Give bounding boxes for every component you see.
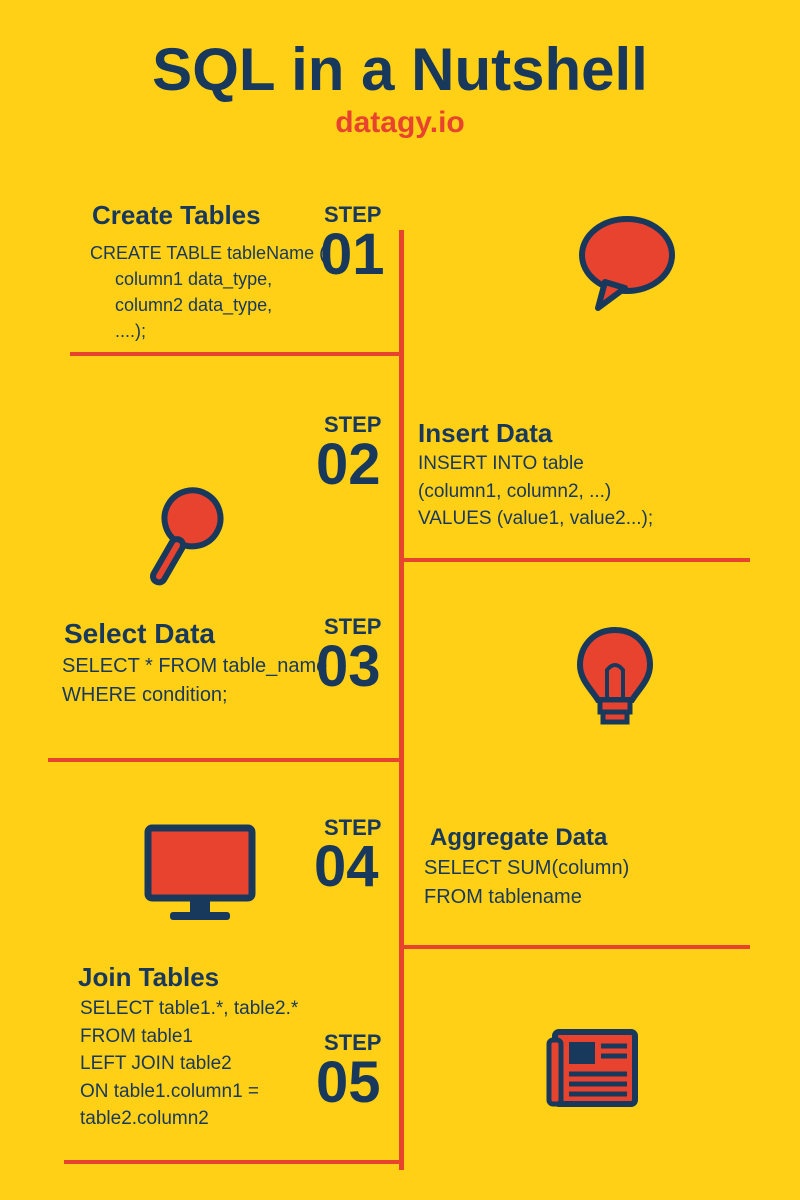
- step-title-2: Insert Data: [418, 418, 552, 449]
- speech-icon: [570, 210, 685, 325]
- connector-4: [400, 945, 750, 949]
- connector-3: [48, 758, 404, 762]
- monitor-icon: [140, 820, 260, 930]
- step-title-1: Create Tables: [92, 200, 261, 231]
- step-title-5: Join Tables: [78, 962, 219, 993]
- step-number-2: 02: [316, 436, 381, 494]
- newspaper-icon: [545, 1020, 645, 1120]
- step-body-5: SELECT table1.*, table2.* FROM table1 LE…: [80, 995, 298, 1133]
- page-subtitle: datagy.io: [0, 106, 800, 140]
- step-number-5: 05: [316, 1054, 381, 1112]
- step-number-1: 01: [320, 226, 385, 284]
- step-body-1: CREATE TABLE tableName ( column1 data_ty…: [90, 240, 325, 344]
- timeline-bar: [399, 230, 404, 1170]
- connector-5: [64, 1160, 404, 1164]
- connector-1: [70, 352, 404, 356]
- page-title: SQL in a Nutshell: [0, 0, 800, 104]
- magnifier-icon: [130, 480, 230, 605]
- connector-2: [400, 558, 750, 562]
- step-body-4: SELECT SUM(column) FROM tablename: [424, 854, 629, 912]
- step-body-3: SELECT * FROM table_name WHERE condition…: [62, 652, 327, 710]
- step-number-4: 04: [314, 838, 379, 896]
- step-title-4: Aggregate Data: [430, 824, 607, 852]
- step-body-2: INSERT INTO table (column1, column2, ...…: [418, 450, 653, 533]
- step-title-3: Select Data: [64, 618, 215, 650]
- bulb-icon: [570, 620, 660, 745]
